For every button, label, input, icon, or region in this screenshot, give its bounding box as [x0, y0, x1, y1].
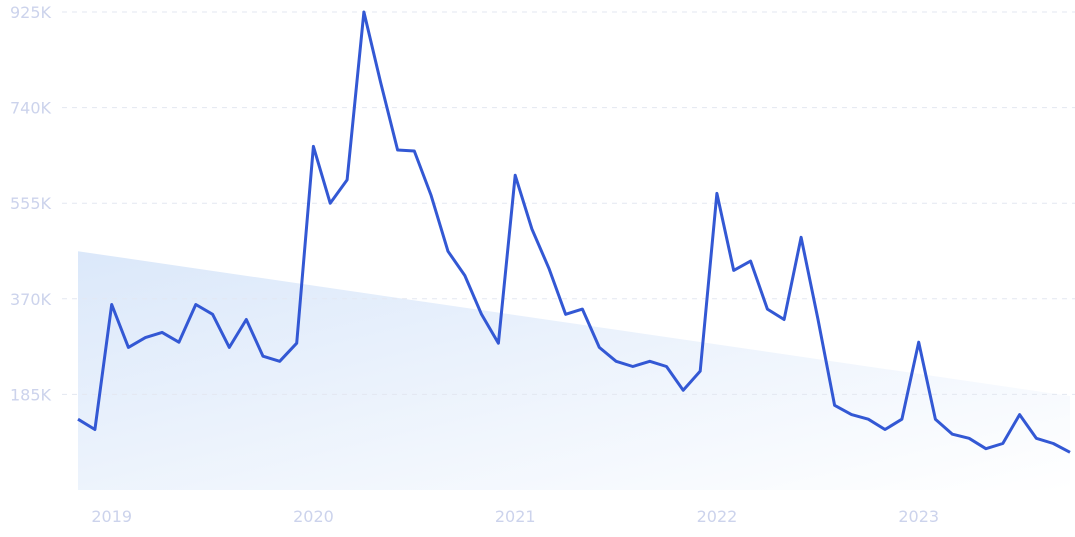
x-tick-label: 2021: [495, 507, 536, 526]
line: [77, 10, 1071, 454]
x-tick-label: 2020: [293, 507, 334, 526]
y-tick-label: 370K: [10, 290, 52, 309]
y-tick-label: 555K: [10, 194, 52, 213]
x-tick-label: 2019: [91, 507, 132, 526]
y-tick-label: 185K: [10, 385, 52, 404]
y-tick-label: 740K: [10, 99, 52, 118]
x-tick-label: 2022: [697, 507, 738, 526]
trend-area: [78, 251, 1070, 490]
x-tick-label: 2023: [898, 507, 939, 526]
y-tick-label: 925K: [10, 3, 52, 22]
